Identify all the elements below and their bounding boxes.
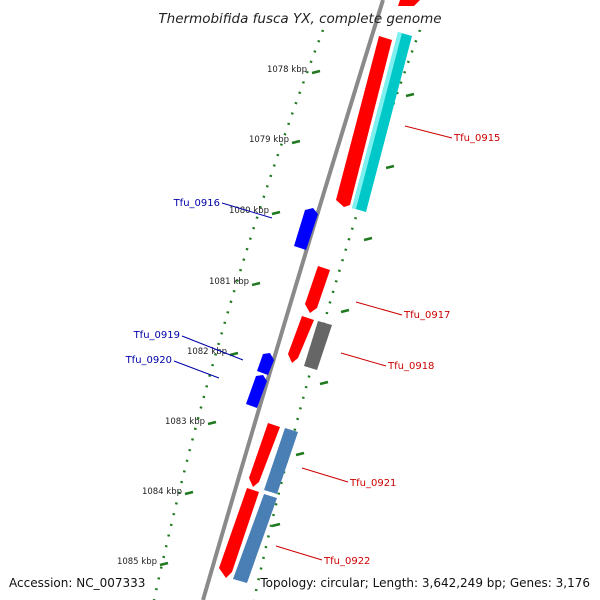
- tick-label: 1083 kbp: [165, 417, 205, 427]
- tick-label: 1081 kbp: [209, 277, 249, 287]
- gene-label[interactable]: Tfu_0918: [387, 361, 434, 372]
- tick-mark: [291, 139, 301, 145]
- tick-mark: [385, 164, 395, 170]
- gene-feature: [398, 0, 420, 6]
- gene-feature-tfu0915: [336, 36, 392, 207]
- tick-mark: [295, 451, 305, 457]
- gene-feature-tfu0919: [257, 353, 274, 375]
- tick-label: 1085 kbp: [117, 557, 157, 567]
- highlight-shade: [352, 32, 402, 209]
- gene-label[interactable]: Tfu_0915: [453, 133, 500, 144]
- gene-feature-tfu0916: [294, 208, 318, 250]
- tick-mark: [311, 69, 321, 75]
- highlight-tfu0921: [264, 428, 298, 494]
- highlight-tfu0915: [352, 32, 412, 212]
- tick-mark: [340, 308, 350, 314]
- gene-feature-tfu0921: [249, 423, 280, 487]
- tick-mark: [229, 351, 239, 357]
- tick-mark: [159, 561, 169, 567]
- leader-line: [173, 360, 220, 379]
- highlight-tfu0918: [304, 321, 332, 370]
- accession-text: Accession: NC_007333: [9, 576, 145, 590]
- topology-text: Topology: circular; Length: 3,642,249 bp…: [259, 576, 590, 590]
- gene-feature-tfu0917: [305, 266, 330, 313]
- gene-label[interactable]: Tfu_0916: [173, 198, 220, 209]
- leader-lines: [173, 125, 453, 561]
- tick-label: 1079 kbp: [249, 135, 289, 145]
- outer-dotted-track: [252, 29, 422, 600]
- leader-line: [181, 335, 244, 361]
- leader-line: [355, 301, 403, 316]
- gene-feature-tfu0920: [246, 375, 267, 408]
- gene-label[interactable]: Tfu_0921: [349, 478, 396, 489]
- gene-features: [219, 0, 420, 583]
- tick-mark: [319, 380, 329, 386]
- gene-label[interactable]: Tfu_0922: [323, 556, 370, 567]
- leader-line: [221, 202, 273, 219]
- genome-backbone: [201, 0, 385, 600]
- tick-mark: [184, 490, 194, 496]
- gene-labels: Tfu_0915 Tfu_0916 Tfu_0917 Tfu_0918 Tfu_…: [125, 133, 501, 567]
- tick-group: 1078 kbp 1079 kbp 1080 kbp 1081 kbp 1082…: [117, 65, 321, 567]
- leader-line: [275, 545, 323, 561]
- tick-mark: [405, 92, 415, 98]
- tick-mark: [271, 210, 281, 216]
- tick-label: 1082 kbp: [187, 347, 227, 357]
- gene-label[interactable]: Tfu_0920: [125, 355, 172, 366]
- gene-label[interactable]: Tfu_0919: [133, 330, 180, 341]
- tick-mark: [207, 420, 217, 426]
- gene-label[interactable]: Tfu_0917: [403, 310, 450, 321]
- highlight-tfu0922: [233, 494, 277, 583]
- map-title: Thermobifida fusca YX, complete genome: [158, 11, 441, 27]
- tick-mark: [271, 522, 281, 528]
- gene-feature-tfu0922: [219, 488, 259, 578]
- leader-line: [340, 352, 387, 367]
- gene-feature-tfu0918: [288, 316, 314, 363]
- outer-tick-group: [271, 92, 415, 528]
- tick-label: 1084 kbp: [142, 487, 182, 497]
- tick-mark: [363, 236, 373, 242]
- leader-line: [301, 467, 349, 483]
- leader-line: [404, 125, 453, 139]
- tick-mark: [251, 281, 261, 287]
- tick-label: 1078 kbp: [267, 65, 307, 75]
